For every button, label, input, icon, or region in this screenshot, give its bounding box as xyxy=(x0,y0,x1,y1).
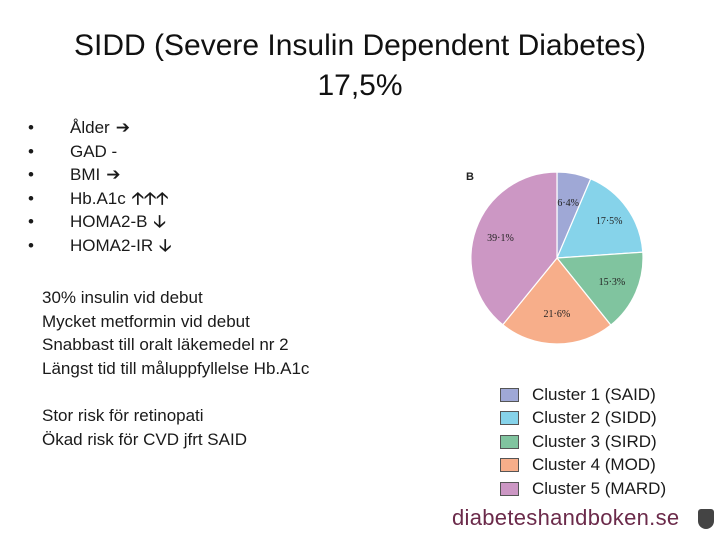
bullet-label: Hb.A1c xyxy=(70,188,126,208)
slice-value-label: 15·3% xyxy=(599,277,626,288)
bullet-dot: • xyxy=(28,118,34,137)
arrow-right-icon: ➔ xyxy=(106,165,121,184)
bullet-label: GAD - xyxy=(70,141,118,161)
note-line: Stor risk för retinopati xyxy=(42,406,204,425)
note-line: Längst tid till måluppfyllelse Hb.A1c xyxy=(42,358,310,378)
pie-slice xyxy=(501,257,612,345)
bullet-item: • HOMA2-B 🡣 xyxy=(28,210,171,234)
bullet-dot: • xyxy=(28,188,34,208)
legend-item: Cluster 2 (SIDD) xyxy=(500,407,666,431)
bullet-label: Ålder xyxy=(70,118,110,137)
bullet-dot: • xyxy=(28,165,34,184)
bullet-item: • GAD - xyxy=(28,140,171,164)
slide-title: SIDD (Severe Insulin Dependent Diabetes)… xyxy=(0,26,720,106)
arrow-right-icon: ➔ xyxy=(115,118,130,137)
legend-item: Cluster 4 (MOD) xyxy=(500,454,666,478)
arrow-up-icon: 🡡🡡🡡 xyxy=(131,188,169,208)
legend-label: Cluster 5 (MARD) xyxy=(532,478,667,498)
chart-legend: Cluster 1 (SAID) Cluster 2 (SIDD) Cluste… xyxy=(500,383,666,501)
note-line: Snabbast till oralt läkemedel nr 2 xyxy=(42,335,289,354)
legend-label: Cluster 4 (MOD) xyxy=(532,455,656,475)
arrow-down-icon: 🡣 xyxy=(153,212,166,231)
note-line: Ökad risk för CVD jfrt SAID xyxy=(42,429,247,449)
note-line: 30% insulin vid debut xyxy=(42,288,203,307)
chart-panel-label: B xyxy=(466,171,474,183)
bullet-label: BMI xyxy=(70,165,101,184)
characteristics-list: • Ålder ➔ • GAD - • BMI ➔ • Hb.A1c 🡡🡡🡡 • HOMA2-B… xyxy=(28,116,171,257)
pie-slice xyxy=(556,178,644,259)
cluster-pie-chart: B 6·4% 17·5% 15·3% 21·6% 39·1% xyxy=(466,171,644,345)
bullet-item: • HOMA2-IR 🡣 xyxy=(28,234,171,258)
legend-label: Cluster 1 (SAID) xyxy=(532,384,656,404)
legend-swatch xyxy=(500,411,519,426)
legend-swatch xyxy=(500,481,519,496)
treatment-notes: 30% insulin vid debut Mycket metformin v… xyxy=(42,286,309,380)
arrow-down-icon: 🡣 xyxy=(159,235,172,255)
legend-swatch xyxy=(500,434,519,449)
pie-slice xyxy=(470,171,558,326)
bullet-dot: • xyxy=(28,235,34,255)
slice-value-label: 21·6% xyxy=(543,309,570,320)
note-line: Mycket metformin vid debut xyxy=(42,311,250,331)
bullet-dot: • xyxy=(28,141,34,161)
title-line-2: 17,5% xyxy=(317,69,403,102)
risk-notes: Stor risk för retinopati Ökad risk för C… xyxy=(42,404,247,451)
slice-value-label: 17·5% xyxy=(596,216,623,227)
legend-label: Cluster 3 (SIRD) xyxy=(532,431,657,451)
legend-label: Cluster 2 (SIDD) xyxy=(532,408,657,428)
brand-wordmark: diabeteshandboken.se xyxy=(452,505,680,530)
bullet-item: • Hb.A1c 🡡🡡🡡 xyxy=(28,187,171,211)
bullet-dot: • xyxy=(28,212,34,231)
slice-value-label: 39·1% xyxy=(487,233,514,244)
bullet-item: • Ålder ➔ xyxy=(28,116,171,140)
bullet-item: • BMI ➔ xyxy=(28,163,171,187)
bullet-label: HOMA2-IR xyxy=(70,235,154,255)
legend-item: Cluster 5 (MARD) xyxy=(500,477,666,501)
bullet-label: HOMA2-B xyxy=(70,212,148,231)
legend-item: Cluster 1 (SAID) xyxy=(500,383,666,407)
legend-swatch xyxy=(500,458,519,473)
crest-logo-icon xyxy=(698,509,714,529)
legend-item: Cluster 3 (SIRD) xyxy=(500,430,666,454)
pie-slice xyxy=(555,251,644,326)
legend-swatch xyxy=(500,387,519,402)
title-line-1: SIDD (Severe Insulin Dependent Diabetes) xyxy=(74,29,646,62)
slice-value-label: 6·4% xyxy=(557,198,579,209)
